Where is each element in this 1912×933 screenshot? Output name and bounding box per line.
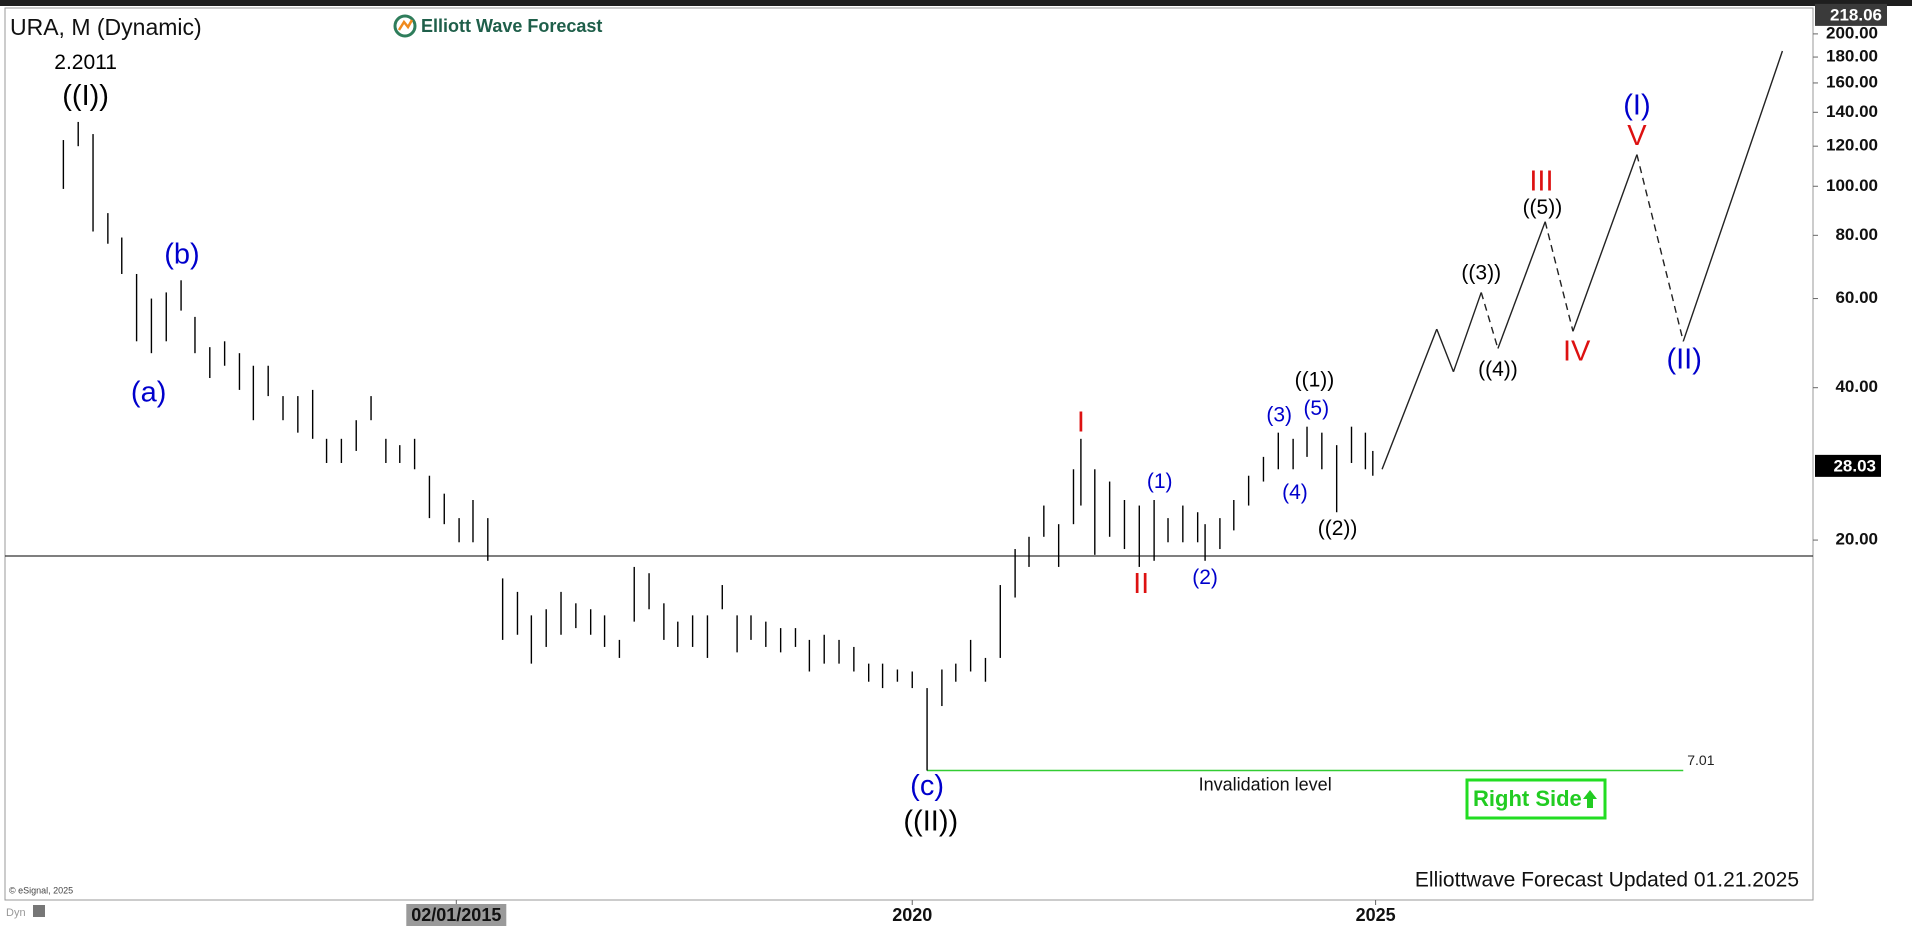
wave-label: (II) — [1666, 343, 1701, 375]
wave-label: 2.2011 — [54, 51, 117, 74]
wave-label: (4) — [1282, 481, 1308, 504]
plot-frame — [4, 7, 1814, 901]
y-tick-label: 160.00 — [1826, 72, 1878, 91]
y-tick-label: 100.00 — [1826, 176, 1878, 195]
y-tick-label: 120.00 — [1826, 136, 1878, 155]
wave-label: ((2)) — [1318, 517, 1358, 540]
mode-label: Dyn — [6, 907, 26, 919]
brand-logo: Elliott Wave Forecast — [393, 14, 602, 38]
projection-segment — [1480, 292, 1499, 349]
y-tick-label: 180.00 — [1826, 47, 1878, 66]
wave-label: ((II)) — [903, 805, 958, 837]
projection-segment — [1682, 50, 1784, 342]
projection-segment — [1572, 154, 1638, 332]
footer-text: Elliottwave Forecast Updated 01.21.2025 — [1415, 869, 1799, 892]
x-tick-label: 02/01/2015 — [411, 905, 501, 925]
y-tick-label: 20.00 — [1835, 530, 1878, 549]
wave-label: (3) — [1266, 403, 1292, 426]
y-tick-label: 200.00 — [1826, 23, 1878, 42]
y-tick-label: 60.00 — [1835, 288, 1878, 307]
y-tick-label: 140.00 — [1826, 102, 1878, 121]
price-tag: 28.03 — [1833, 456, 1876, 475]
badge-text: Right Side — [1473, 786, 1582, 811]
copyright: © eSignal, 2025 — [9, 885, 73, 895]
wave-label: (a) — [131, 376, 166, 408]
price-tag-box — [1815, 3, 1887, 26]
x-tick-label: 2020 — [892, 905, 932, 925]
brand-text: Elliott Wave Forecast — [421, 16, 602, 36]
wave-label: ((4)) — [1478, 358, 1518, 381]
invalidation-label: Invalidation level — [1199, 774, 1332, 794]
wave-label: ((I)) — [62, 80, 109, 112]
projection-segment — [1381, 328, 1438, 470]
wave-label: (1) — [1147, 470, 1173, 493]
wave-label: IV — [1563, 335, 1591, 367]
top-band — [0, 0, 1912, 6]
badge-arrow — [1583, 790, 1597, 808]
mode-icon — [33, 905, 45, 917]
wave-label: (2) — [1192, 566, 1218, 589]
wave-label: (5) — [1303, 397, 1329, 420]
badge-box — [1465, 778, 1607, 820]
wave-label: ((5)) — [1523, 196, 1563, 219]
projection-segment — [1436, 328, 1455, 373]
price-tag-box — [1815, 454, 1881, 477]
projection-segment — [1544, 221, 1574, 332]
y-tick-label: 80.00 — [1835, 225, 1878, 244]
wave-label: I — [1077, 407, 1085, 439]
wave-label: (b) — [164, 238, 199, 270]
price-tag: 218.06 — [1830, 5, 1882, 24]
wave-label: (I) — [1623, 90, 1650, 122]
logo-ring — [393, 14, 417, 38]
logo-wave — [397, 19, 414, 31]
wave-label: (c) — [910, 770, 944, 802]
projection-segment — [1497, 221, 1546, 349]
wave-label: II — [1133, 568, 1149, 600]
right-side-badge: Right Side — [1465, 778, 1607, 820]
wave-label: III — [1529, 165, 1553, 197]
x-tick-label: 2025 — [1356, 905, 1396, 925]
projection-segment — [1452, 292, 1482, 373]
y-tick-label: 40.00 — [1835, 377, 1878, 396]
x-tick-highlight — [406, 904, 507, 926]
wave-label: ((1)) — [1295, 369, 1335, 392]
invalidation-value: 7.01 — [1687, 752, 1714, 768]
projection-segment — [1636, 154, 1684, 342]
wave-label: V — [1627, 120, 1647, 152]
wave-label: ((3)) — [1461, 262, 1501, 285]
chart-title: URA, M (Dynamic) — [10, 14, 202, 40]
